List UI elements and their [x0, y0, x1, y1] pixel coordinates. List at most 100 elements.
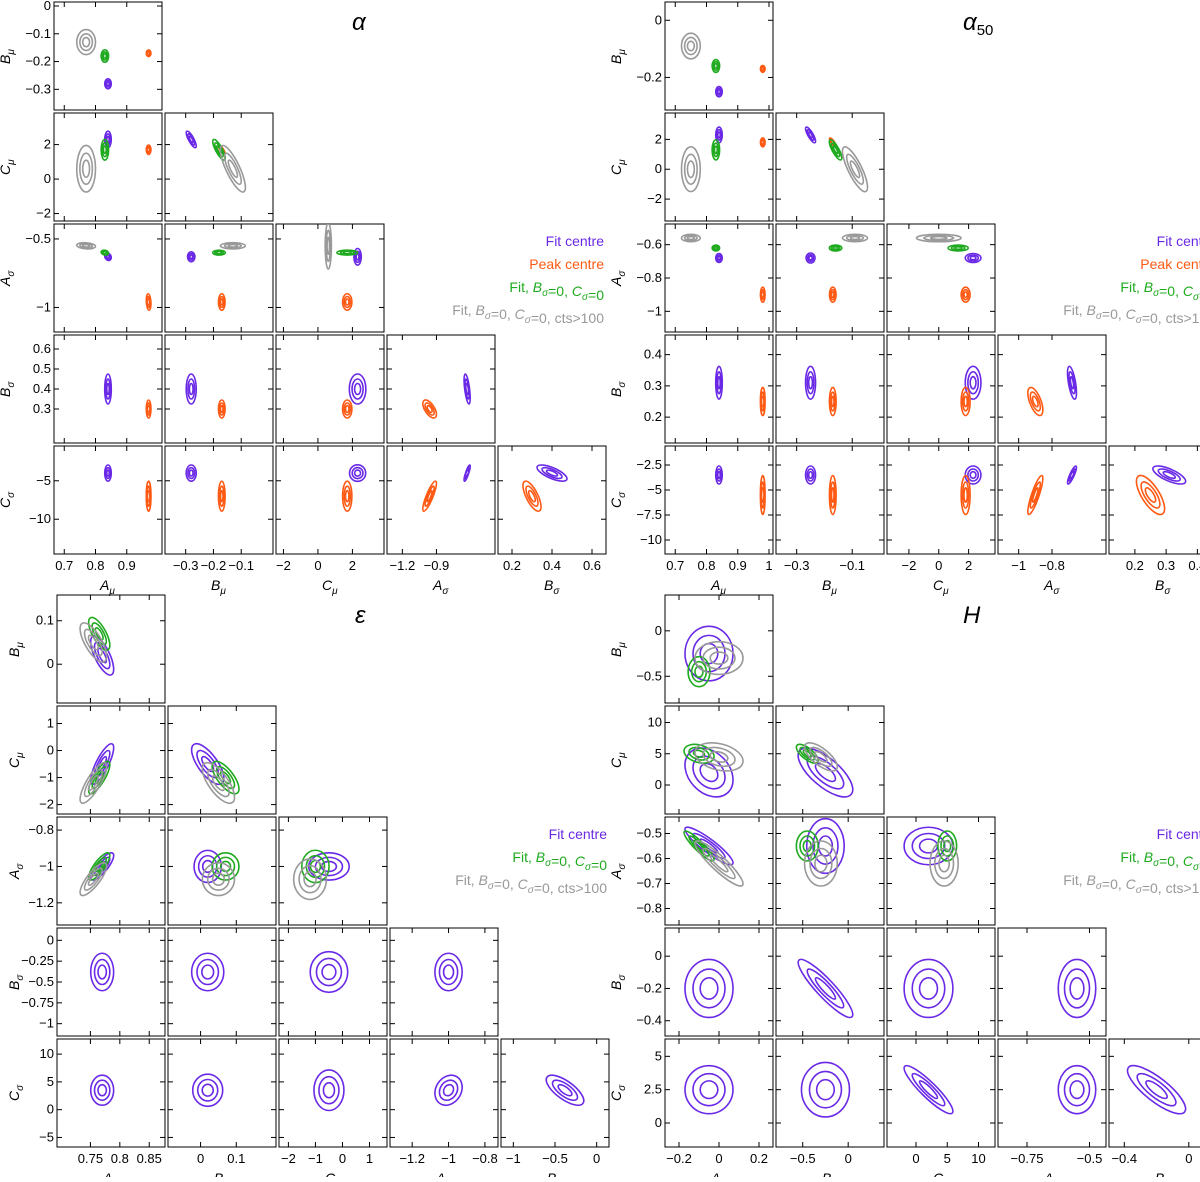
panel-Cσ-vs-Bμ: −0.5 0 Bμ: [775, 1038, 885, 1182]
y-tick-label: −5: [36, 473, 51, 488]
contour-fit-b0c0-cts-level-1: [87, 872, 100, 886]
y-tick-label: −0.75: [21, 995, 54, 1010]
panel-frame: [997, 445, 1107, 555]
x-tick-label: 0: [935, 558, 942, 573]
panel-frame: [389, 1038, 499, 1148]
panel-Cσ-vs-Bμ: −0.3 −0.1Bμ: [775, 445, 885, 597]
panel-Bσ-vs-Aμ: −0.4 −0.2 0 Bσ: [608, 927, 774, 1037]
legend-entry-fit-b0c0: Fit, Bσ=0, Cσ=0: [509, 279, 604, 303]
y-tick-label: −0.4: [636, 1013, 662, 1028]
contour-fit-b0c0-level-1: [692, 839, 706, 853]
contour-fit-centre-level-3: [434, 1074, 463, 1107]
contour-fit-b0c0-level-3: [336, 249, 359, 256]
contour-fit-centre-level-1: [201, 1083, 215, 1097]
x-tick-label: −1.2: [399, 1151, 425, 1166]
y-tick-label: −2.5: [636, 457, 662, 472]
x-tick-label: 0.3: [1157, 558, 1175, 573]
contour-fit-b0c0-cts-level-2: [83, 768, 103, 798]
y-axis-label: Cσ: [608, 1084, 628, 1101]
y-tick-label: 0: [655, 161, 662, 176]
contour-peak-centre-level-1: [219, 489, 224, 503]
panel-frame: [275, 445, 385, 555]
contour-fit-b0c0-cts-level-1: [814, 854, 828, 873]
x-tick-label: 0.2: [1126, 558, 1144, 573]
contour-peak-centre-level-3: [759, 286, 766, 303]
x-tick-label: 0.4: [543, 558, 561, 573]
y-tick-label: 10: [648, 715, 662, 730]
x-tick-label: −0.75: [1011, 1151, 1044, 1166]
panel-frame: [664, 927, 774, 1037]
contour-fit-b0c0-cts-level-3: [915, 233, 962, 243]
contour-fit-centre-level-2: [806, 968, 845, 1009]
contour-fit-b0c0-level-1: [713, 62, 719, 70]
contour-fit-b0c0-cts-level-2: [206, 768, 230, 798]
contour-peak-centre-level-1: [426, 404, 433, 414]
panel-frame: [775, 223, 885, 333]
contour-fit-b0c0-level-2: [799, 835, 816, 857]
panel-frame: [664, 445, 774, 555]
contour-peak-centre-level-2: [343, 295, 352, 309]
contour-fit-centre-level-2: [541, 466, 563, 480]
contour-fit-centre-level-1: [699, 977, 719, 1000]
x-axis-label: Aσ: [1043, 577, 1060, 597]
panel-Cμ-vs-Aμ: 0 5 10 Cμ: [608, 705, 774, 815]
contour-fit-centre-level-1: [442, 964, 455, 980]
contour-fit-centre-level-3: [103, 77, 113, 90]
contour-fit-b0c0-cts-level-1: [81, 243, 91, 248]
panel-Bσ-vs-Aμ: 0.3 0.4 0.5 0.6 Bσ: [0, 334, 163, 444]
contour-fit-b0c0-level-3: [711, 138, 721, 161]
panel-Bμ-vs-Aμ: −0.2 0 Bμ: [608, 1, 774, 111]
contour-fit-centre-level-1: [188, 469, 194, 477]
block-title: α: [352, 9, 367, 36]
contour-fit-centre-level-3: [684, 747, 734, 798]
contour-fit-centre-level-2: [911, 832, 946, 860]
legend-entry-fit-centre: Fit centre: [1157, 233, 1200, 249]
panel-Cμ-vs-Bμ: [167, 705, 277, 815]
panel-frame: [886, 445, 996, 555]
legend-entry-fit-b0c0-cts: Fit, Bσ=0, Cσ=0, cts>100: [1063, 872, 1200, 896]
x-tick-label: 0: [339, 1151, 346, 1166]
contour-fit-centre-level-3: [805, 817, 846, 875]
y-tick-label: −1: [647, 303, 662, 318]
contour-peak-centre-level-2: [146, 402, 151, 416]
y-axis-label: Aσ: [0, 270, 17, 287]
panel-Cσ-vs-Bσ: −0.4 0 Bσ: [1108, 1038, 1200, 1182]
y-axis-label: Cσ: [6, 1084, 26, 1101]
contour-fit-b0c0-level-2: [830, 245, 841, 251]
contour-peak-centre-level-1: [830, 291, 835, 299]
x-tick-label: 0.4: [1188, 558, 1200, 573]
panel-frame: [497, 445, 607, 555]
y-tick-label: −2: [39, 797, 54, 812]
contour-fit-b0c0-cts-level-2: [79, 242, 94, 249]
contour-fit-b0c0-cts-level-3: [680, 146, 702, 193]
y-tick-label: −1: [39, 770, 54, 785]
contour-peak-centre-level-3: [341, 399, 353, 419]
legend-entry-fit-centre: Fit centre: [546, 233, 605, 249]
panel-frame: [56, 927, 166, 1037]
panel-frame: [664, 112, 774, 222]
contour-fit-b0c0-cts-level-3: [929, 840, 959, 887]
contour-fit-b0c0-cts-level-2: [325, 229, 332, 263]
contour-fit-b0c0-cts-level-2: [845, 153, 865, 185]
x-axis-label: Bσ: [1155, 577, 1171, 597]
contour-peak-centre-level-2: [343, 402, 352, 416]
contour-fit-b0c0-cts-level-3: [75, 144, 97, 193]
y-tick-label: 5: [655, 1048, 662, 1063]
y-axis-label: Aσ: [608, 863, 628, 880]
panel-Aσ-vs-Bμ: [775, 223, 885, 333]
panel-Cσ-vs-Aμ: 0.75 0.8 0.85 −5 0 5 10 Cσ Aμ: [6, 1038, 166, 1182]
panel-Aσ-vs-Aμ: −1 −0.8 −0.6 Aσ: [608, 223, 774, 333]
contour-fit-centre-level-2: [105, 378, 111, 400]
panel-frame: [386, 334, 496, 444]
x-tick-label: −0.5: [1077, 1151, 1103, 1166]
contour-fit-centre-level-2: [1068, 371, 1076, 395]
contour-fit-b0c0-level-3: [711, 58, 721, 74]
panel-frame: [997, 1038, 1107, 1148]
contour-peak-centre-level-3: [522, 480, 542, 512]
contour-fit-centre-level-3: [103, 373, 113, 405]
panel-Bσ-vs-Cμ: [886, 927, 996, 1037]
y-axis-label: Bμ: [0, 49, 17, 64]
panel-Aσ-vs-Cμ: [886, 223, 996, 333]
y-tick-label: 0: [44, 171, 51, 186]
contour-fit-centre-level-3: [714, 252, 724, 264]
